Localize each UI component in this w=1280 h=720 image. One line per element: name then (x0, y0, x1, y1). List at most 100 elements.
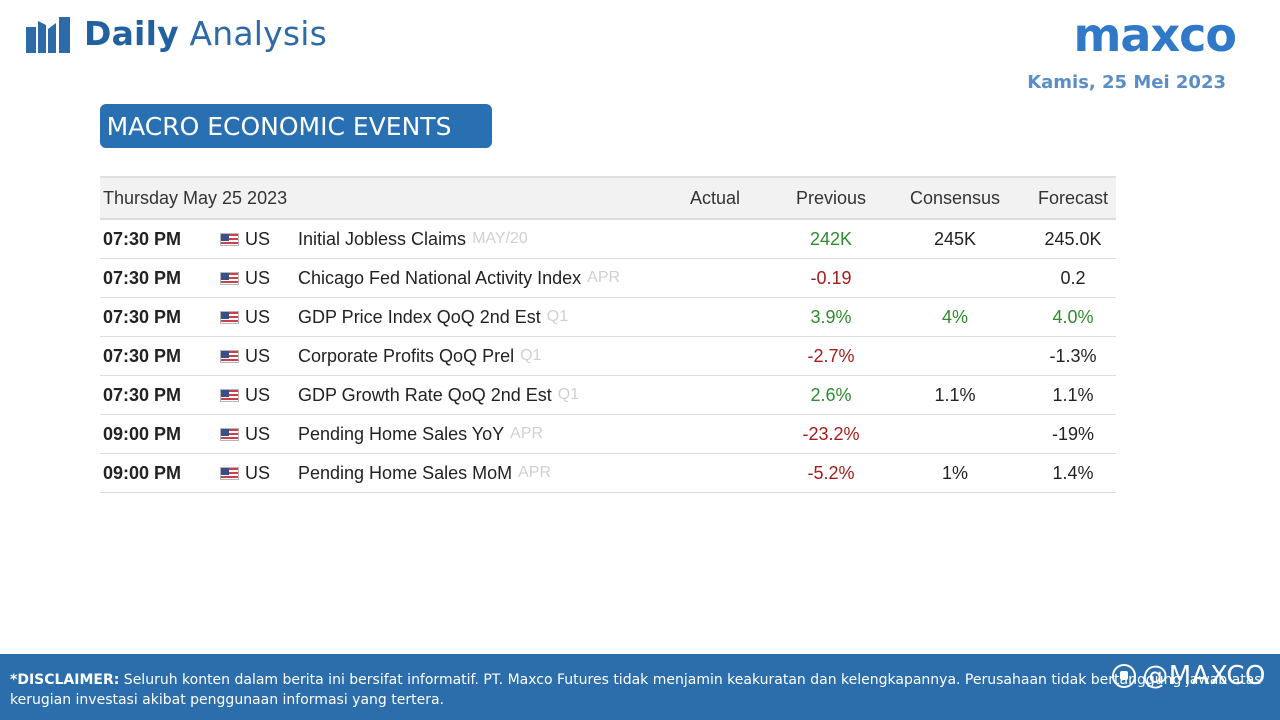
page-title: Daily Analysis (84, 14, 327, 53)
event-title: Initial Jobless Claims (298, 228, 467, 249)
event-period: APR (518, 464, 552, 481)
event-title: Pending Home Sales MoM (298, 462, 513, 483)
consensus-value (900, 259, 1010, 297)
event-name: Pending Home Sales MoM APR (298, 454, 551, 492)
section-title: MACRO ECONOMIC EVENTS (100, 104, 492, 148)
event-period: Q1 (557, 386, 580, 403)
header-date: Thursday May 25 2023 (103, 187, 288, 208)
consensus-value: 1.1% (934, 384, 976, 405)
actual-value (660, 259, 770, 297)
page-title-rest: Analysis (178, 14, 328, 53)
event-title: Chicago Fed National Activity Index (298, 267, 582, 288)
event-period: MAY/20 (472, 230, 528, 247)
header-forecast: Forecast (1037, 187, 1109, 208)
actual-value (660, 415, 770, 453)
previous-value: -0.19 (810, 267, 852, 288)
actual-value (660, 337, 770, 375)
table-row: 09:00 PM US Pending Home Sales YoY APR -23.2… (100, 415, 1116, 454)
consensus-value: 4% (941, 306, 968, 327)
previous-value: -2.7% (807, 345, 855, 366)
forecast-value: 0.2 (1060, 267, 1086, 288)
event-period: APR (510, 425, 544, 442)
table-body: 07:30 PM US Initial Jobless Claims MAY/20 24… (100, 220, 1116, 493)
social-handle-text: @MAXCO (1142, 661, 1266, 691)
previous-value: -23.2% (802, 423, 860, 444)
us-flag-icon (220, 349, 239, 363)
economic-events-table: Thursday May 25 2023 Actual Previous Con… (100, 176, 1116, 493)
event-country: US (245, 462, 271, 483)
forecast-value: 1.1% (1052, 384, 1094, 405)
country-flag (220, 376, 239, 414)
event-time: 09:00 PM (103, 423, 182, 444)
event-country: US (245, 384, 271, 405)
event-name: GDP Price Index QoQ 2nd Est Q1 (298, 298, 568, 336)
forecast-value: 4.0% (1052, 306, 1094, 327)
consensus-value (900, 337, 1010, 375)
table-row: 07:30 PM US Chicago Fed National Activity … (100, 259, 1116, 298)
header-previous: Previous (795, 187, 867, 208)
event-country: US (245, 228, 271, 249)
table-row: 07:30 PM US GDP Growth Rate QoQ 2nd Est Q1 2… (100, 376, 1116, 415)
table-row: 07:30 PM US Corporate Profits QoQ Prel Q1 -2… (100, 337, 1116, 376)
event-time: 09:00 PM (103, 462, 182, 483)
event-title: GDP Price Index QoQ 2nd Est (298, 306, 541, 327)
event-time: 07:30 PM (103, 306, 182, 327)
forecast-value: -1.3% (1049, 345, 1097, 366)
social-handle[interactable]: @MAXCO (1112, 661, 1266, 691)
event-country: US (245, 267, 271, 288)
event-country: US (245, 345, 271, 366)
country-flag (220, 220, 239, 258)
forecast-value: 1.4% (1052, 462, 1094, 483)
table-row: 07:30 PM US Initial Jobless Claims MAY/20 24… (100, 220, 1116, 259)
header-consensus: Consensus (909, 187, 1001, 208)
previous-value: 2.6% (810, 384, 852, 405)
consensus-value: 1% (941, 462, 968, 483)
event-name: Pending Home Sales YoY APR (298, 415, 543, 453)
table-row: 07:30 PM US GDP Price Index QoQ 2nd Est Q1 3… (100, 298, 1116, 337)
event-name: Initial Jobless Claims MAY/20 (298, 220, 528, 258)
daily-analysis-logo: Daily Analysis (26, 14, 327, 53)
previous-value: 3.9% (810, 306, 852, 327)
event-period: Q1 (520, 347, 542, 364)
event-time: 07:30 PM (103, 384, 182, 405)
social-media-icon (1112, 664, 1137, 688)
event-time: 07:30 PM (103, 267, 182, 288)
consensus-value (900, 415, 1010, 453)
us-flag-icon (220, 388, 239, 402)
event-period: APR (587, 269, 621, 286)
event-title: Pending Home Sales YoY (298, 423, 505, 444)
disclaimer-footer: *DISCLAIMER: Seluruh konten dalam berita… (0, 654, 1280, 720)
event-name: GDP Growth Rate QoQ 2nd Est Q1 (298, 376, 579, 414)
event-title: Corporate Profits QoQ Prel (298, 345, 515, 366)
country-flag (220, 337, 239, 375)
event-name: Corporate Profits QoQ Prel Q1 (298, 337, 541, 375)
country-flag (220, 454, 239, 492)
us-flag-icon (220, 310, 239, 324)
header-actual: Actual (689, 187, 741, 208)
actual-value (660, 376, 770, 414)
us-flag-icon (220, 427, 239, 441)
actual-value (660, 454, 770, 492)
event-title: GDP Growth Rate QoQ 2nd Est (298, 384, 552, 405)
us-flag-icon (220, 466, 239, 480)
us-flag-icon (220, 271, 239, 285)
actual-value (660, 298, 770, 336)
table-header: Thursday May 25 2023 Actual Previous Con… (100, 176, 1116, 220)
previous-value: -5.2% (807, 462, 855, 483)
page-title-bold: Daily (84, 14, 179, 53)
forecast-value: 245.0K (1044, 228, 1102, 249)
event-time: 07:30 PM (103, 345, 182, 366)
bar-chart-logo-icon (26, 16, 70, 53)
country-flag (220, 259, 239, 297)
disclaimer-label: *DISCLAIMER: (10, 672, 120, 688)
country-flag (220, 415, 239, 453)
forecast-value: -19% (1051, 423, 1095, 444)
event-name: Chicago Fed National Activity Index APR (298, 259, 620, 297)
previous-value: 242K (809, 228, 853, 249)
country-flag (220, 298, 239, 336)
event-time: 07:30 PM (103, 228, 182, 249)
disclaimer-text: Seluruh konten dalam berita ini bersifat… (10, 672, 1262, 708)
consensus-value: 245K (933, 228, 977, 249)
event-period: Q1 (546, 308, 569, 325)
us-flag-icon (220, 232, 239, 246)
